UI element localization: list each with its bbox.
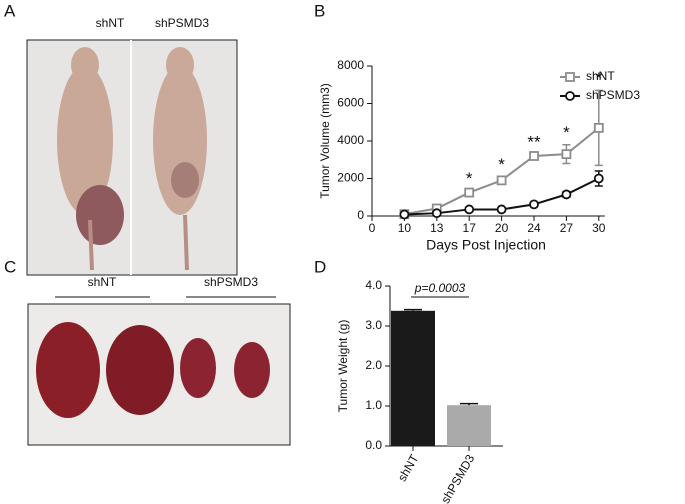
data-point <box>561 149 572 160</box>
x-axis-label: Days Post Injection <box>426 237 546 253</box>
x-tick-label: 0 <box>369 221 376 235</box>
x-tick-label: 13 <box>430 221 444 235</box>
photo-label: shPSMD3 <box>204 275 258 289</box>
data-point <box>529 199 539 210</box>
photo-label: shPSMD3 <box>155 16 209 30</box>
mouse-photo <box>26 39 238 276</box>
legend-marker <box>565 91 575 101</box>
data-point <box>529 151 539 161</box>
x-tick-label: 24 <box>527 221 541 235</box>
x-tick-label: 10 <box>398 221 412 235</box>
data-point <box>593 122 604 133</box>
y-tick-label: 0.0 <box>365 438 382 452</box>
panel-label: A <box>4 1 16 20</box>
y-axis-label: Tumor Volume (mm3) <box>318 83 332 199</box>
data-point <box>464 187 475 198</box>
data-point <box>399 209 410 220</box>
error-bar <box>404 308 422 311</box>
panel-label: D <box>314 257 326 276</box>
y-tick-label: 2000 <box>337 171 364 185</box>
tumor-photo <box>27 296 291 446</box>
panel-label: C <box>4 257 16 276</box>
legend-label: shPSMD3 <box>586 88 640 102</box>
legend-label: shNT <box>586 69 615 83</box>
data-point <box>561 189 572 200</box>
data-point <box>593 173 604 184</box>
y-tick-label: 4.0 <box>365 278 382 292</box>
photo-label: shNT <box>96 16 125 30</box>
y-axis-label: Tumor Weight (g) <box>336 320 350 413</box>
significance-mark: ** <box>527 133 541 152</box>
x-tick-label: 30 <box>592 221 606 235</box>
x-tick-label: shNT <box>395 452 422 484</box>
x-tick-label: shPSMD3 <box>438 452 477 504</box>
panel-label: B <box>314 1 325 20</box>
y-tick-label: 0 <box>357 208 364 222</box>
data-point <box>431 208 442 219</box>
y-tick-label: 3.0 <box>365 318 382 332</box>
data-point <box>496 204 507 215</box>
y-tick-label: 8000 <box>337 58 364 72</box>
x-tick-label: 20 <box>495 221 509 235</box>
error-bar <box>460 402 478 406</box>
y-tick-label: 2.0 <box>365 358 382 372</box>
y-tick-label: 4000 <box>337 133 364 147</box>
p-value: p=0.0003 <box>414 281 466 295</box>
y-tick-label: 1.0 <box>365 398 382 412</box>
significance-mark: * <box>498 155 505 174</box>
photo-label: shNT <box>88 275 117 289</box>
significance-mark: * <box>595 69 602 88</box>
data-point <box>464 204 475 215</box>
x-tick-label: 17 <box>463 221 477 235</box>
bar <box>391 310 435 446</box>
data-point <box>496 175 507 186</box>
significance-mark: * <box>466 169 473 188</box>
legend-marker <box>565 72 575 82</box>
y-tick-label: 6000 <box>337 96 364 110</box>
significance-mark: * <box>563 123 570 142</box>
x-tick-label: 27 <box>560 221 574 235</box>
bar <box>447 405 491 446</box>
